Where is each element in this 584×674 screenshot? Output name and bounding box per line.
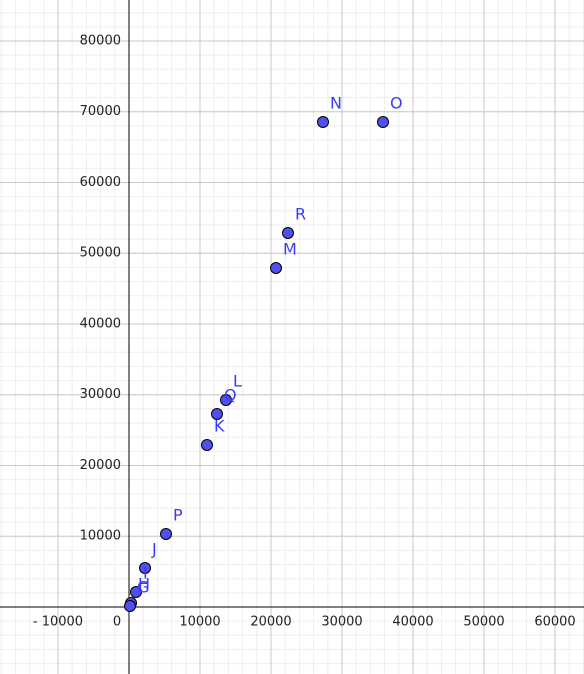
x-tick-label: 40000 [392,614,433,629]
y-tick-label: 80000 [80,33,121,48]
point[interactable] [316,116,329,129]
point[interactable] [159,527,172,540]
y-tick-label: 70000 [80,104,121,119]
point[interactable] [139,562,152,575]
point-label: L [233,371,242,390]
point-label: G [137,578,149,597]
x-tick-label: 30000 [321,614,362,629]
y-tick-label: 50000 [80,246,121,261]
x-tick-label: 10000 [179,614,220,629]
point-label: M [283,240,297,259]
point-label: P [173,505,183,524]
y-tick-label: 30000 [80,387,121,402]
point[interactable] [200,438,213,451]
x-tick-label: 60000 [534,614,575,629]
point[interactable] [269,262,282,275]
point[interactable] [124,600,137,613]
x-tick-label: 50000 [463,614,504,629]
x-tick-label: 20000 [250,614,291,629]
point-label: I [143,564,148,583]
point-label: R [295,205,306,224]
y-tick-label: 40000 [80,316,121,331]
point[interactable] [129,586,142,599]
point-label: O [390,94,403,113]
x-tick-label: 0 [113,614,121,629]
point-label: J [151,540,157,559]
point[interactable] [377,116,390,129]
point-label: K [214,416,225,435]
point[interactable] [210,408,223,421]
y-tick-label: 20000 [80,458,121,473]
y-tick-label: 10000 [80,529,121,544]
point[interactable] [281,227,294,240]
point[interactable] [219,393,232,406]
x-tick-label: - 10000 [33,614,83,629]
y-tick-label: 60000 [80,175,121,190]
point-label: N [330,94,342,113]
point-label: Q [224,386,237,405]
point-label: H [138,575,150,594]
